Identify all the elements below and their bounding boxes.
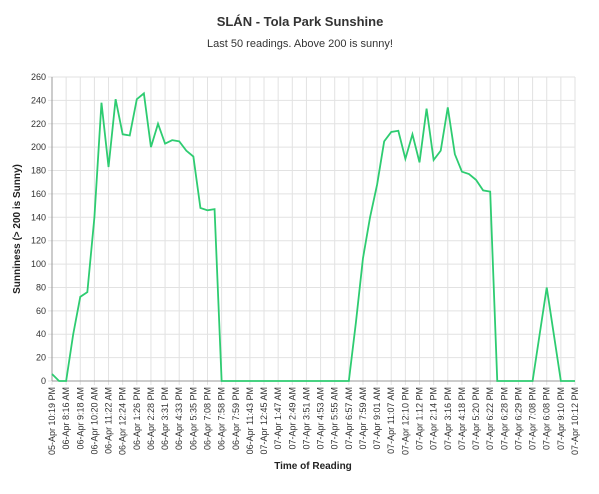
- y-tick-label: 180: [31, 166, 46, 176]
- y-tick-label: 220: [31, 119, 46, 129]
- y-tick-label: 120: [31, 236, 46, 246]
- x-tick-label: 07-Apr 3:51 AM: [301, 387, 311, 450]
- x-tick-label: 06-Apr 1:26 PM: [132, 387, 142, 450]
- x-tick-label: 07-Apr 2:14 PM: [429, 387, 439, 450]
- y-tick-label: 200: [31, 142, 46, 152]
- x-tick-label: 06-Apr 4:33 PM: [174, 387, 184, 450]
- x-tick-label: 06-Apr 5:35 PM: [188, 387, 198, 450]
- x-tick-label: 07-Apr 4:53 AM: [316, 387, 326, 450]
- y-tick-label: 60: [36, 306, 46, 316]
- y-tick-label: 100: [31, 259, 46, 269]
- x-tick-label: 07-Apr 2:49 AM: [287, 387, 297, 450]
- chart-subtitle: Last 50 readings. Above 200 is sunny!: [207, 38, 393, 50]
- x-tick-label: 07-Apr 7:59 AM: [358, 387, 368, 450]
- y-tick-label: 80: [36, 282, 46, 292]
- x-tick-label: 07-Apr 4:18 PM: [457, 387, 467, 450]
- x-tick-label: 07-Apr 12:10 PM: [400, 387, 410, 455]
- x-tick-label: 06-Apr 2:28 PM: [146, 387, 156, 450]
- x-tick-label: 06-Apr 12:24 PM: [118, 387, 128, 455]
- x-tick-label: 06-Apr 11:43 PM: [245, 387, 255, 454]
- x-tick-label: 07-Apr 5:20 PM: [471, 387, 481, 450]
- x-tick-label: 07-Apr 1:47 AM: [273, 387, 283, 450]
- x-tick-label: 07-Apr 6:22 PM: [485, 387, 495, 450]
- x-tick-label: 07-Apr 9:01 AM: [372, 387, 382, 450]
- y-tick-label: 240: [31, 95, 46, 105]
- y-tick-label: 40: [36, 329, 46, 339]
- x-tick-label: 07-Apr 6:57 AM: [344, 387, 354, 450]
- x-tick-label: 07-Apr 1:12 PM: [415, 387, 425, 450]
- x-tick-label: 07-Apr 5:55 AM: [330, 387, 340, 450]
- chart-title: SLÁN - Tola Park Sunshine: [217, 14, 384, 29]
- x-tick-label: 06-Apr 8:16 AM: [61, 387, 71, 450]
- x-tick-label: 07-Apr 3:16 PM: [443, 387, 453, 450]
- x-tick-label: 06-Apr 7:59 PM: [231, 387, 241, 450]
- y-axis-label: Sunniness (> 200 is Sunny): [12, 164, 23, 294]
- x-tick-label: 07-Apr 11:07 AM: [386, 387, 396, 454]
- y-tick-label: 160: [31, 189, 46, 199]
- x-axis-label: Time of Reading: [274, 461, 352, 472]
- x-tick-label: 07-Apr 10:12 PM: [570, 387, 580, 455]
- x-tick-label: 07-Apr 9:10 PM: [556, 387, 566, 450]
- x-tick-label: 07-Apr 12:45 AM: [259, 387, 269, 455]
- x-tick-label: 06-Apr 3:31 PM: [160, 387, 170, 450]
- x-tick-label: 06-Apr 10:20 AM: [89, 387, 99, 455]
- x-tick-label: 05-Apr 10:19 PM: [47, 387, 57, 455]
- y-tick-label: 0: [41, 376, 46, 386]
- x-tick-label: 07-Apr 6:08 PM: [542, 387, 552, 450]
- y-tick-label: 20: [36, 353, 46, 363]
- data-line: [51, 91, 575, 382]
- y-tick-label: 260: [31, 72, 46, 82]
- x-tick-label: 06-Apr 9:18 AM: [75, 387, 85, 450]
- y-tick-label: 140: [31, 212, 46, 222]
- x-tick-label: 07-Apr 7:08 PM: [528, 387, 538, 450]
- x-tick-label: 06-Apr 7:08 PM: [202, 387, 212, 450]
- x-tick-label: 06-Apr 11:22 AM: [104, 387, 114, 454]
- x-tick-label: 06-Apr 7:58 PM: [217, 387, 227, 450]
- x-tick-label: 07-Apr 6:28 PM: [499, 387, 509, 450]
- x-tick-label: 07-Apr 6:29 PM: [513, 387, 523, 450]
